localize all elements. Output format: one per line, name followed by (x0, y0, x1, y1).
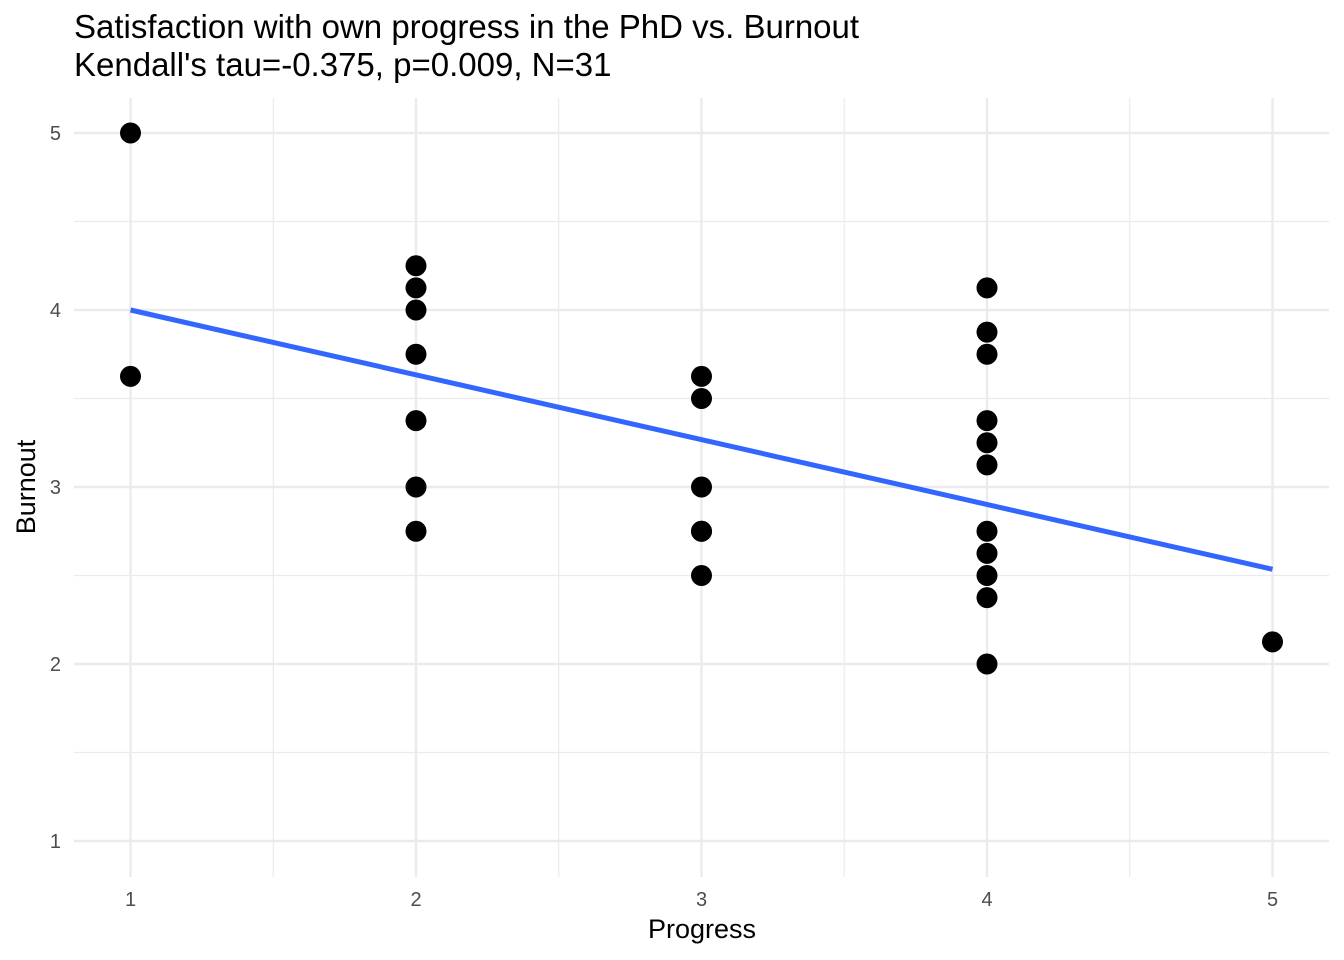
points-layer (120, 122, 1283, 675)
data-point (976, 321, 998, 343)
data-point (405, 277, 427, 299)
y-tick-label: 3 (50, 477, 61, 499)
data-point (976, 587, 998, 609)
data-point (405, 410, 427, 432)
data-point (691, 565, 712, 586)
data-point (976, 432, 998, 454)
y-tick-label: 2 (50, 654, 61, 676)
chart-title: Satisfaction with own progress in the Ph… (74, 8, 859, 45)
data-point (976, 542, 998, 564)
data-point (976, 520, 998, 542)
chart-subtitle: Kendall's tau=-0.375, p=0.009, N=31 (74, 46, 611, 83)
data-point (976, 653, 998, 675)
x-tick-label: 3 (696, 889, 707, 911)
data-point (405, 476, 427, 498)
trend-line (129, 307, 1274, 572)
grid (74, 98, 1329, 877)
data-point (405, 520, 427, 542)
data-point (976, 565, 998, 586)
x-axis-title: Progress (648, 914, 756, 944)
data-point (691, 388, 712, 409)
data-point (120, 365, 141, 387)
data-point (405, 255, 427, 277)
data-point (976, 343, 998, 365)
y-axis-ticks: 1 2 3 4 5 (50, 123, 61, 853)
data-point (120, 122, 141, 144)
data-point (691, 520, 712, 542)
data-point (976, 410, 998, 432)
data-point (1262, 631, 1283, 653)
x-axis-ticks: 1 2 3 4 5 (125, 889, 1278, 911)
y-axis-title: Burnout (11, 439, 41, 534)
data-point (691, 365, 712, 387)
x-tick-label: 1 (125, 889, 136, 911)
y-tick-label: 1 (50, 831, 61, 853)
x-tick-label: 2 (410, 889, 421, 911)
y-tick-label: 5 (50, 123, 61, 145)
y-tick-label: 4 (50, 300, 61, 322)
data-point (405, 343, 427, 365)
trend-line-layer (129, 307, 1274, 572)
data-point (691, 476, 712, 498)
data-point (976, 454, 998, 476)
x-tick-label: 5 (1267, 889, 1278, 911)
data-point (976, 277, 998, 299)
data-point (405, 299, 427, 321)
x-tick-label: 4 (981, 889, 992, 911)
